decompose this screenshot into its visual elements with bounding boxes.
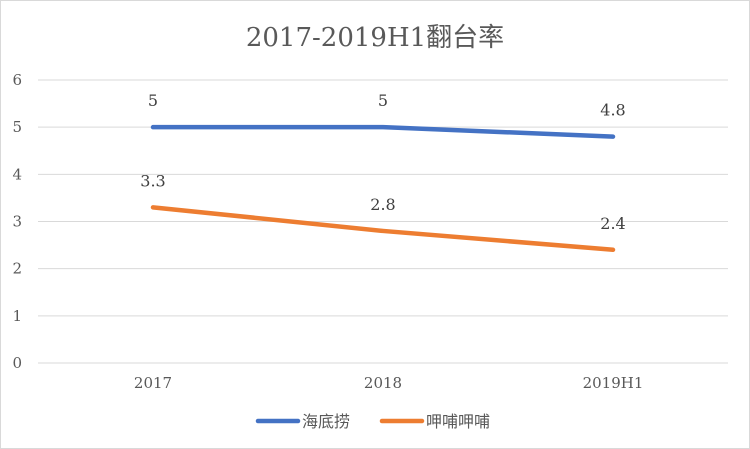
x-tick-label: 2018	[364, 374, 402, 392]
legend: 海底捞 呷哺呷哺	[255, 412, 490, 431]
data-label: 5	[378, 91, 388, 110]
y-tick-label: 0	[12, 354, 22, 372]
data-label: 5	[148, 91, 158, 110]
x-tick-label: 2017	[134, 374, 172, 392]
x-tick-label: 2019H1	[583, 374, 644, 392]
chart-title: 2017-2019H1翻台率	[246, 23, 504, 53]
y-tick-label: 4	[12, 165, 22, 183]
data-label: 3.3	[140, 171, 165, 190]
data-label: 2.4	[600, 214, 625, 233]
data-label: 4.8	[600, 101, 625, 120]
y-tick-label: 2	[12, 260, 22, 278]
series	[150, 124, 616, 253]
legend-label: 海底捞	[302, 412, 350, 431]
y-tick-label: 6	[12, 71, 22, 89]
data-labels: 5 5 4.8 3.3 2.8 2.4	[140, 91, 625, 233]
data-label: 2.8	[370, 195, 395, 214]
y-axis-ticks: 0 1 2 3 4 5 6	[12, 71, 22, 372]
legend-label: 呷哺呷哺	[426, 412, 490, 431]
y-tick-label: 3	[12, 213, 22, 231]
y-tick-label: 1	[12, 307, 22, 325]
y-tick-label: 5	[12, 118, 22, 136]
series-line-1	[150, 124, 616, 139]
x-axis-ticks: 2017 2018 2019H1	[134, 374, 644, 392]
